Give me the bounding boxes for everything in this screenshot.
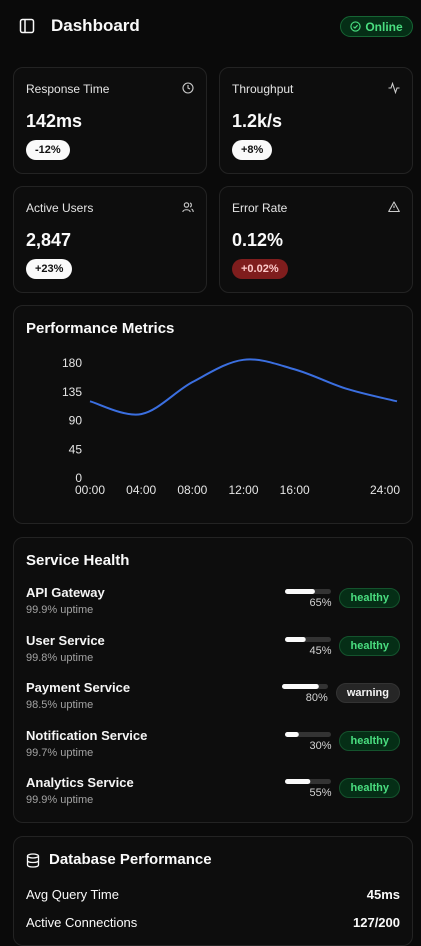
db-label: Avg Query Time bbox=[26, 887, 119, 902]
users-icon bbox=[182, 202, 194, 213]
service-row: Payment Service 98.5% uptime 80% warning bbox=[26, 679, 400, 719]
usage-fill bbox=[285, 779, 311, 784]
service-info: Analytics Service 99.9% uptime bbox=[26, 774, 285, 807]
service-name: Payment Service bbox=[26, 680, 131, 695]
usage-label: 80% bbox=[305, 692, 328, 704]
status-text: Online bbox=[365, 19, 403, 34]
stat-change: +0.02% bbox=[232, 259, 288, 279]
service-name: API Gateway bbox=[26, 585, 105, 600]
x-tick-label: 24:00 bbox=[370, 483, 400, 497]
service-row: Notification Service 99.7% uptime 30% healt… bbox=[26, 727, 400, 767]
stat-value: 1.2k/s bbox=[232, 111, 283, 131]
y-tick-label: 90 bbox=[69, 414, 83, 428]
db-row: Active Connections 127/200 bbox=[26, 915, 400, 930]
usage-bar bbox=[285, 636, 332, 642]
service-info: Notification Service 99.7% uptime bbox=[26, 727, 285, 760]
y-tick-label: 0 bbox=[75, 471, 82, 485]
y-tick-label: 135 bbox=[62, 385, 82, 399]
service-name: Analytics Service bbox=[26, 775, 134, 790]
section-title: Service Health bbox=[26, 552, 130, 569]
stat-value: 142ms bbox=[26, 111, 83, 131]
db-value: 45ms bbox=[366, 887, 400, 902]
stat-card: Active Users 2,847 +23% bbox=[13, 186, 207, 293]
service-row: API Gateway 99.9% uptime 65% healthy bbox=[26, 584, 400, 624]
service-info: Payment Service 98.5% uptime bbox=[26, 679, 282, 712]
y-tick-label: 45 bbox=[69, 442, 83, 456]
x-tick-label: 00:00 bbox=[75, 483, 105, 497]
x-tick-label: 08:00 bbox=[177, 483, 207, 497]
usage-meter: 45% bbox=[285, 636, 332, 657]
usage-bar bbox=[285, 779, 332, 784]
chart-card: Performance Metrics 0 45 90 135 180 00:00 04:0… bbox=[13, 305, 413, 524]
service-uptime: 99.9% uptime bbox=[26, 794, 94, 806]
x-tick-label: 16:00 bbox=[280, 483, 310, 497]
x-tick-label: 12:00 bbox=[228, 483, 258, 497]
usage-label: 65% bbox=[309, 597, 332, 609]
usage-label: 55% bbox=[309, 787, 332, 799]
status-badge: healthy bbox=[339, 778, 400, 798]
stat-value: 2,847 bbox=[26, 230, 72, 250]
usage-bar bbox=[285, 589, 332, 594]
status-badge: healthy bbox=[339, 730, 400, 751]
status-badge: healthy bbox=[339, 588, 400, 608]
stat-title: Response Time bbox=[26, 82, 110, 96]
service-row: User Service 99.8% uptime 45% healthy bbox=[26, 632, 400, 672]
x-tick-label: 04:00 bbox=[126, 483, 156, 497]
usage-fill bbox=[285, 636, 307, 642]
usage-fill bbox=[281, 684, 319, 689]
chart-title: Performance Metrics bbox=[26, 320, 175, 337]
stat-card: Throughput 1.2k/s +8% bbox=[219, 67, 413, 174]
service-row: Analytics Service 99.9% uptime 55% healthy bbox=[26, 774, 400, 814]
db-value: 127/200 bbox=[353, 915, 400, 930]
activity-icon bbox=[388, 82, 400, 94]
stat-value: 0.12% bbox=[232, 230, 284, 250]
stat-change: +8% bbox=[232, 140, 273, 160]
status-badge: Online bbox=[340, 16, 413, 37]
stat-change: -12% bbox=[26, 140, 70, 160]
usage-bar bbox=[281, 684, 328, 689]
service-uptime: 99.8% uptime bbox=[26, 651, 94, 664]
sidebar-toggle[interactable] bbox=[19, 18, 35, 34]
db-row: Avg Query Time 45ms bbox=[26, 887, 400, 902]
service-name: User Service bbox=[26, 632, 105, 648]
stat-card: Response Time 142ms -12% bbox=[13, 67, 207, 174]
usage-meter: 30% bbox=[285, 731, 332, 752]
stat-change: +23% bbox=[26, 259, 73, 279]
service-uptime: 99.7% uptime bbox=[26, 746, 94, 759]
stat-title: Error Rate bbox=[232, 201, 288, 215]
service-info: User Service 99.8% uptime bbox=[26, 632, 285, 665]
service-info: API Gateway 99.9% uptime bbox=[26, 584, 285, 617]
usage-fill bbox=[285, 589, 316, 594]
alert-icon bbox=[388, 201, 400, 213]
usage-fill bbox=[285, 731, 300, 737]
service-health-card: Service Health API Gateway 99.9% uptime 65… bbox=[13, 537, 413, 823]
db-label: Active Connections bbox=[26, 915, 138, 930]
clock-icon bbox=[182, 82, 194, 94]
usage-label: 30% bbox=[309, 739, 332, 752]
page-title: Dashboard bbox=[51, 16, 140, 35]
usage-bar bbox=[285, 731, 332, 737]
database-icon bbox=[26, 853, 40, 868]
database-card: Database Performance Avg Query Time 45ms A… bbox=[13, 836, 413, 946]
chart: 0 45 90 135 180 00:00 04:00 08:00 12:00 16:00 24:0… bbox=[62, 356, 400, 497]
service-uptime: 98.5% uptime bbox=[26, 699, 94, 711]
service-name: Notification Service bbox=[26, 727, 148, 743]
stat-card: Error Rate 0.12% +0.02% bbox=[219, 186, 413, 293]
line-series bbox=[89, 358, 398, 416]
status-badge: healthy bbox=[339, 635, 400, 656]
status-badge: warning bbox=[335, 683, 400, 703]
dashboard-page: {"header": {"title": "Dashboard", "statu… bbox=[13, 16, 413, 946]
y-tick-label: 180 bbox=[62, 356, 82, 370]
usage-meter: 55% bbox=[285, 779, 332, 799]
section-title: Database Performance bbox=[49, 851, 212, 868]
usage-label: 45% bbox=[309, 644, 332, 657]
stat-title: Throughput bbox=[232, 82, 294, 96]
stat-title: Active Users bbox=[26, 201, 94, 215]
usage-meter: 65% bbox=[285, 589, 332, 609]
check-icon bbox=[350, 21, 362, 32]
service-uptime: 99.9% uptime bbox=[26, 604, 94, 616]
usage-meter: 80% bbox=[281, 684, 328, 704]
